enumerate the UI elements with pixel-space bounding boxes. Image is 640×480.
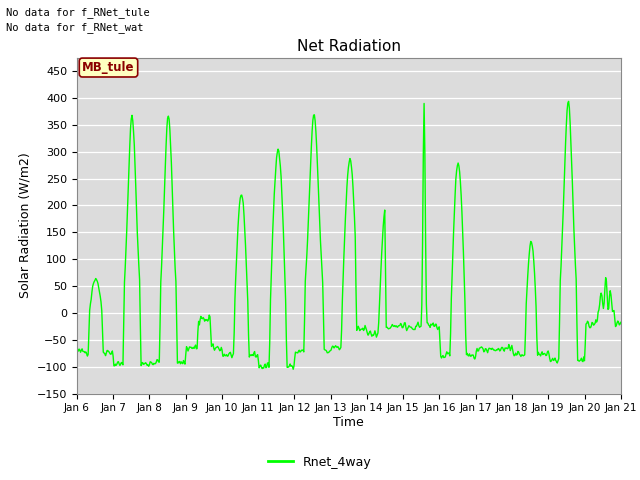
Text: No data for f_RNet_wat: No data for f_RNet_wat	[6, 22, 144, 33]
Title: Net Radiation: Net Radiation	[297, 39, 401, 54]
X-axis label: Time: Time	[333, 416, 364, 429]
Text: MB_tule: MB_tule	[82, 61, 135, 74]
Legend: Rnet_4way: Rnet_4way	[263, 451, 377, 474]
Text: No data for f_RNet_tule: No data for f_RNet_tule	[6, 7, 150, 18]
Y-axis label: Solar Radiation (W/m2): Solar Radiation (W/m2)	[18, 153, 31, 299]
